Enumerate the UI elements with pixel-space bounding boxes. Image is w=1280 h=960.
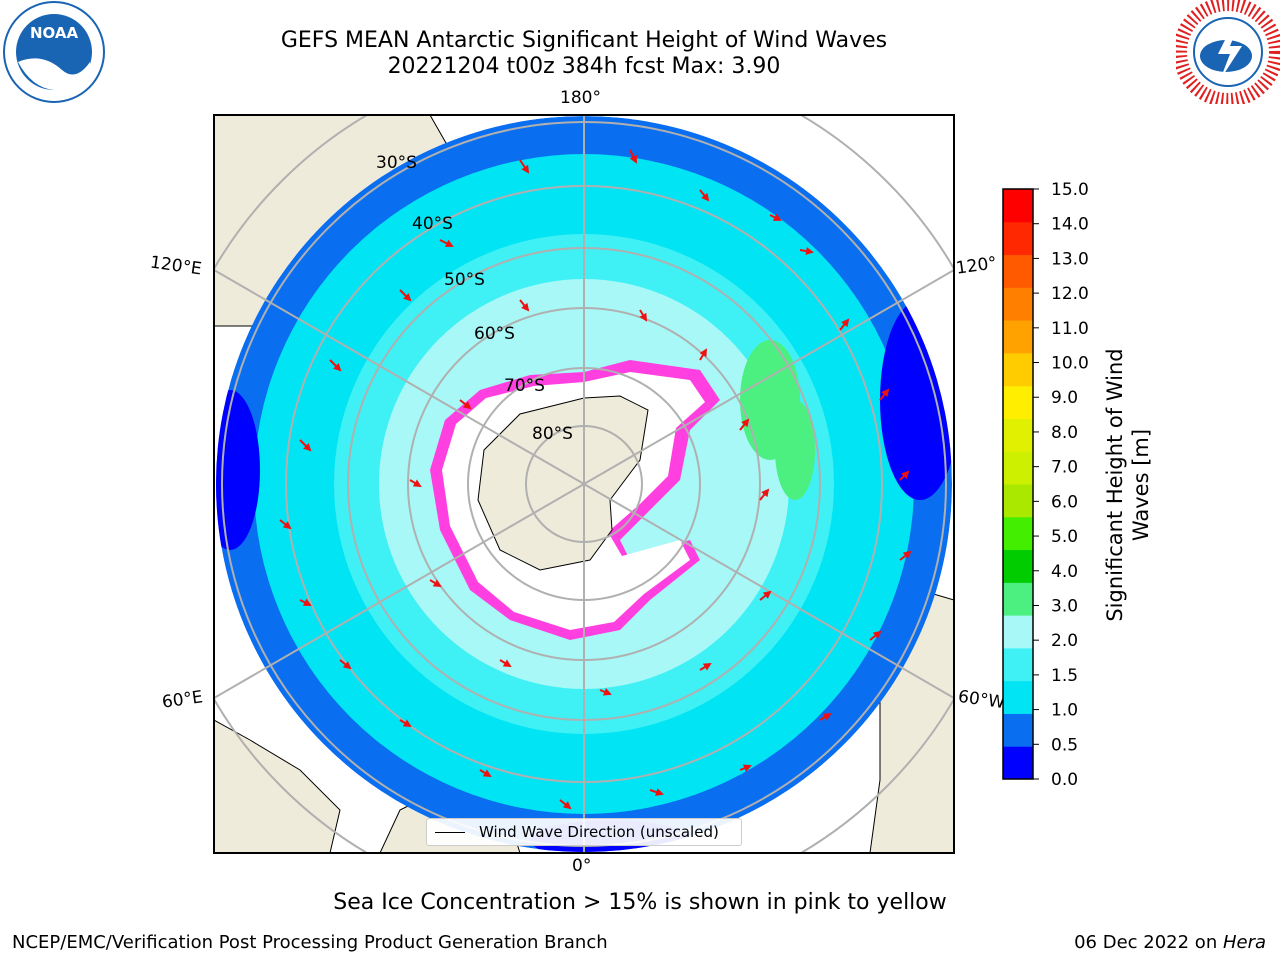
lat-label-70s: 70°S <box>504 376 545 396</box>
run-date-text: 06 Dec 2022 on <box>1074 932 1223 953</box>
run-date: 06 Dec 2022 on Hera <box>1074 932 1266 953</box>
chart-subtitle: 20221204 t00z 384h fcst Max: 3.90 <box>387 54 781 79</box>
lat-label-50s: 50°S <box>444 270 485 290</box>
credit-text: NCEP/EMC/Verification Post Processing Pr… <box>12 932 608 953</box>
chart-title: GEFS MEAN Antarctic Significant Height o… <box>280 28 888 53</box>
lat-label-80s: 80°S <box>532 424 573 444</box>
machine-name: Hera <box>1222 932 1266 953</box>
noaa-logo-text: NOAA <box>30 24 79 42</box>
graticule <box>214 115 954 853</box>
lon-label-0: 0° <box>572 856 592 876</box>
colorbar-title: Significant Height of Wind Waves [m] <box>1103 348 1153 622</box>
lat-label-30s: 30°S <box>376 153 417 173</box>
wind-wave-direction-arrows <box>279 149 912 810</box>
sea-ice-caption: Sea Ice Concentration > 15% is shown in … <box>333 890 947 915</box>
nws-logo-icon <box>1176 0 1280 104</box>
lon-label-180: 180° <box>560 88 601 108</box>
lat-label-40s: 40°S <box>412 214 453 234</box>
noaa-logo-icon: NOAA <box>3 1 105 103</box>
legend-label: Wind Wave Direction (unscaled) <box>479 823 719 841</box>
lat-label-60s: 60°S <box>474 324 515 344</box>
map-legend: Wind Wave Direction (unscaled) <box>426 818 742 846</box>
legend-line-sample <box>435 832 465 833</box>
